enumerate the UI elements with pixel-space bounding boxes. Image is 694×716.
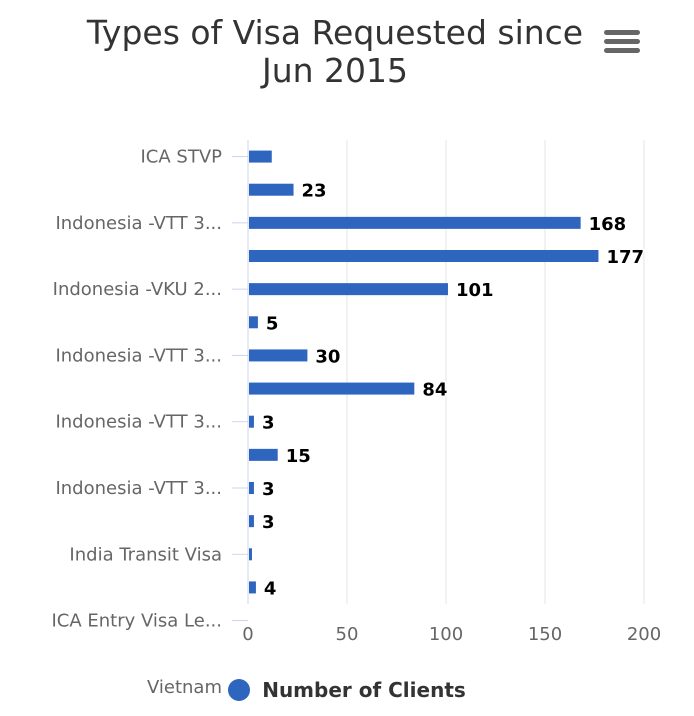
data-label: 168 [589, 214, 627, 235]
bar[interactable] [249, 548, 252, 561]
legend-circle-icon [228, 679, 251, 701]
bar[interactable] [249, 150, 272, 163]
bar[interactable] [249, 349, 308, 362]
bar[interactable] [249, 482, 254, 494]
x-tick-label: 50 [336, 624, 359, 645]
data-label: 23 [302, 181, 327, 202]
menu-icon-bar [604, 48, 640, 53]
chart-title: Types of Visa Requested since Jun 2015 [86, 13, 584, 90]
chart-context-menu-button[interactable] [604, 30, 640, 58]
menu-icon-bar [604, 39, 640, 44]
chart-legend: Number of Clients [0, 678, 694, 705]
data-label: 177 [606, 247, 644, 268]
y-category-label: ICA Entry Visa Le... [51, 611, 222, 632]
bar[interactable] [249, 515, 254, 528]
bar[interactable] [249, 448, 278, 461]
y-category-label: India Transit Visa [69, 544, 222, 565]
bar[interactable] [249, 581, 256, 594]
y-category-label: Indonesia -VTT 3... [55, 412, 222, 433]
bar[interactable] [249, 316, 258, 329]
data-label: 3 [262, 479, 275, 500]
y-category-label: ICA STVP [140, 147, 222, 168]
x-tick-label: 100 [429, 624, 463, 645]
legend-label: Number of Clients [262, 678, 466, 702]
data-label: 101 [456, 280, 494, 301]
x-tick-label: 200 [627, 624, 661, 645]
x-tick-label: 0 [242, 624, 253, 645]
bar[interactable] [249, 283, 448, 296]
bar[interactable] [249, 183, 294, 196]
y-category-label: Indonesia -VKU 2... [53, 279, 222, 300]
legend-item-number-of-clients[interactable]: Number of Clients [228, 678, 466, 702]
data-label: 4 [264, 578, 277, 599]
y-category-label: Indonesia -VTT 3... [55, 345, 222, 366]
data-label: 3 [262, 512, 275, 533]
bar[interactable] [249, 415, 254, 428]
data-label: 84 [422, 380, 447, 401]
y-category-label: Indonesia -VTT 3... [55, 478, 222, 499]
bar[interactable] [249, 382, 415, 395]
data-label: 30 [315, 346, 340, 367]
bar[interactable] [249, 250, 599, 262]
y-category-label: Indonesia -VTT 3... [55, 213, 222, 234]
data-label: 5 [266, 313, 279, 334]
bar[interactable] [249, 216, 581, 229]
data-label: 15 [286, 446, 311, 467]
data-label: 3 [262, 413, 275, 434]
x-tick-label: 150 [528, 624, 562, 645]
y-category-label: Vietnam [147, 677, 222, 698]
menu-icon-bar [604, 30, 640, 35]
